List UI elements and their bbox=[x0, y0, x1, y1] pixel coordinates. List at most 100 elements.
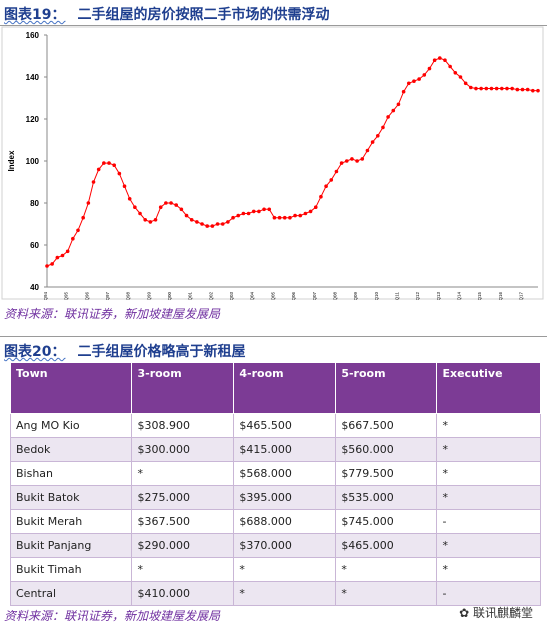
data-point bbox=[184, 213, 189, 218]
x-tick-label: 1Q17 bbox=[518, 292, 523, 300]
source: 资料来源：联讯证券，新加坡建屋发展局 bbox=[4, 609, 221, 623]
x-tick-label: 1Q06 bbox=[291, 292, 296, 300]
data-point bbox=[241, 211, 246, 216]
table-cell: - bbox=[436, 509, 541, 534]
data-point bbox=[45, 264, 49, 268]
data-point bbox=[412, 79, 416, 83]
table-cell: Bishan bbox=[9, 461, 133, 486]
data-point bbox=[360, 157, 365, 161]
x-tick-label: 1Q16 bbox=[498, 292, 503, 300]
table-cell: $465.000 bbox=[335, 533, 438, 558]
data-point bbox=[324, 184, 328, 188]
data-point bbox=[236, 213, 241, 218]
data-point bbox=[308, 209, 313, 214]
y-tick-label: 160 bbox=[26, 31, 40, 40]
table-cell: Bukit Timah bbox=[9, 557, 133, 582]
header-cell: 5-room bbox=[335, 362, 438, 414]
data-point bbox=[246, 211, 251, 216]
data-point bbox=[81, 215, 85, 220]
figure-caption: 二手组屋价格略高于新租屋 bbox=[77, 344, 246, 360]
x-tick-label: 1Q01 bbox=[188, 292, 193, 300]
data-point bbox=[463, 81, 468, 86]
figure-label: 图表20： bbox=[4, 344, 66, 360]
x-tick-label: 1Q11 bbox=[394, 292, 399, 300]
data-point bbox=[220, 222, 225, 226]
data-point bbox=[91, 180, 96, 184]
data-point bbox=[293, 213, 297, 218]
figure-title: 图表19： 二手组屋的房价按照二手市场的供需浮动 bbox=[4, 4, 329, 24]
x-tick-label: 1Q97 bbox=[105, 292, 110, 300]
table-cell: * bbox=[335, 581, 438, 606]
table-cell: $370.000 bbox=[233, 533, 337, 558]
table-row: Bishan * $568.000 $779.500 * bbox=[9, 461, 541, 486]
data-point bbox=[334, 169, 339, 174]
data-point bbox=[55, 255, 60, 260]
data-point bbox=[50, 262, 54, 266]
data-point bbox=[122, 184, 127, 188]
data-point bbox=[375, 134, 380, 138]
data-point bbox=[329, 178, 334, 182]
data-point bbox=[117, 171, 122, 176]
data-point bbox=[494, 86, 499, 91]
x-tick-label: 1Q15 bbox=[477, 292, 482, 300]
data-point bbox=[525, 87, 530, 92]
table-cell: Bukit Batok bbox=[9, 485, 133, 510]
x-tick-label: 1Q95 bbox=[64, 292, 69, 300]
data-point bbox=[272, 215, 277, 220]
data-point bbox=[226, 220, 230, 224]
data-point bbox=[469, 85, 473, 90]
figure-caption: 二手组屋的房价按照二手市场的供需浮动 bbox=[77, 7, 330, 23]
x-tick-label: 1Q98 bbox=[126, 292, 131, 300]
data-point bbox=[298, 213, 303, 218]
data-point bbox=[319, 194, 323, 199]
table-cell: * bbox=[335, 557, 438, 582]
data-point bbox=[500, 86, 504, 91]
data-point bbox=[153, 218, 158, 222]
data-point bbox=[510, 86, 514, 91]
y-tick-label: 60 bbox=[30, 241, 39, 250]
data-point bbox=[76, 228, 80, 233]
data-point bbox=[282, 215, 287, 220]
data-point bbox=[200, 222, 204, 226]
data-point bbox=[520, 87, 525, 92]
table-cell: * bbox=[233, 581, 337, 606]
x-tick-label: 1Q99 bbox=[146, 292, 151, 300]
data-point bbox=[210, 224, 215, 228]
table-cell: $367.500 bbox=[131, 509, 235, 534]
y-tick-label: 80 bbox=[30, 199, 39, 208]
data-point bbox=[432, 58, 437, 62]
data-point bbox=[453, 71, 458, 75]
data-point bbox=[474, 86, 478, 91]
data-point bbox=[484, 86, 489, 91]
data-point bbox=[350, 157, 354, 161]
x-tick-label: 1Q00 bbox=[167, 292, 172, 300]
table-cell: * bbox=[436, 533, 541, 558]
data-line bbox=[46, 57, 538, 267]
data-point bbox=[179, 207, 184, 212]
table-cell: Central bbox=[9, 581, 133, 606]
table-cell: $308.900 bbox=[131, 413, 235, 438]
table-row: Ang MO Kio $308.900 $465.500 $667.500 * bbox=[9, 413, 541, 438]
data-point bbox=[169, 201, 173, 205]
data-point bbox=[288, 215, 292, 220]
data-point bbox=[386, 115, 390, 119]
data-point bbox=[174, 203, 179, 207]
data-point bbox=[189, 218, 194, 222]
table-cell: * bbox=[436, 461, 541, 486]
data-point bbox=[133, 205, 137, 209]
watermark: ✿ 联讯麒麟堂 bbox=[459, 606, 533, 620]
x-tick-label: 1Q05 bbox=[270, 292, 275, 300]
data-point bbox=[438, 56, 442, 60]
data-point bbox=[355, 159, 359, 163]
x-tick-label: 1Q02 bbox=[208, 292, 213, 300]
table-cell: Bukit Merah bbox=[9, 509, 133, 534]
x-tick-label: 1Q04 bbox=[250, 292, 255, 300]
header-cell: 3-room bbox=[131, 362, 235, 414]
data-point bbox=[406, 81, 411, 86]
x-tick-label: 1Q10 bbox=[374, 292, 379, 300]
data-point bbox=[370, 140, 375, 144]
data-point bbox=[417, 77, 421, 81]
data-point bbox=[257, 209, 261, 214]
x-tick-label: 1Q12 bbox=[415, 292, 420, 300]
data-point bbox=[505, 86, 509, 91]
